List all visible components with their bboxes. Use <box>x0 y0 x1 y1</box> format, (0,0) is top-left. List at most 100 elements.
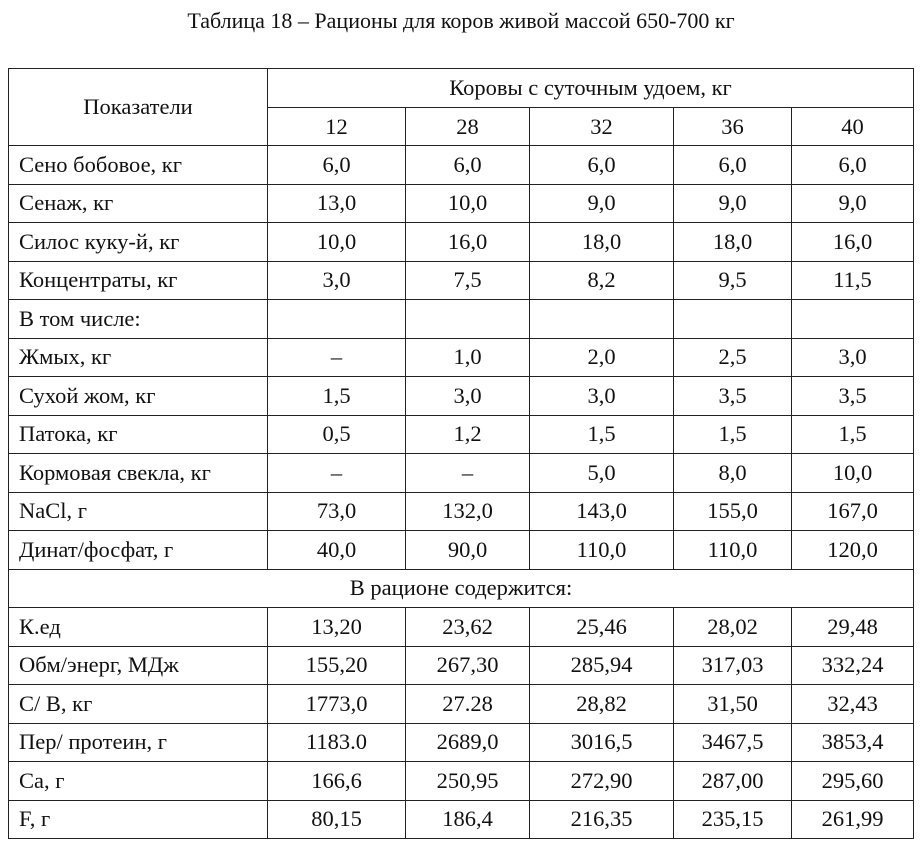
section-row: В рационе содержится: <box>7 568 915 608</box>
value-cell: 7,5 <box>405 260 530 300</box>
value-cell: 3,5 <box>790 376 915 416</box>
row-label: Патока, кг <box>8 414 268 454</box>
value-cell: 332,24 <box>790 645 915 685</box>
value-cell: 2,0 <box>529 337 674 377</box>
yield-header: 12 <box>267 107 406 146</box>
value-cell: 155,20 <box>267 645 406 685</box>
table-row: Сенаж, кг 13,0 10,0 9,0 9,0 9,0 <box>8 183 915 223</box>
row-label: Обм/энерг, МДж <box>8 645 268 685</box>
table-row: Обм/энерг, МДж 155,20 267,30 285,94 317,03 33… <box>8 645 915 685</box>
table-row: Патока, кг 0,5 1,2 1,5 1,5 1,5 <box>8 414 915 454</box>
value-cell: 3,0 <box>267 260 406 300</box>
value-cell: 23,62 <box>405 607 530 647</box>
value-cell: 80,15 <box>267 799 406 839</box>
value-cell: 216,35 <box>529 799 674 839</box>
table-row: Кормовая свекла, кг – –5,0 8,0 10,0 <box>8 453 915 493</box>
value-cell: 3,0 <box>790 337 915 377</box>
value-cell: – <box>267 337 406 377</box>
value-cell: 3,0 <box>405 376 530 416</box>
value-cell: 6,0 <box>405 145 530 185</box>
value-cell: 10,0 <box>267 222 406 262</box>
row-label: NaCl, г <box>8 491 268 531</box>
value-cell: 18,0 <box>673 222 792 262</box>
table-caption: Таблица 18 – Рационы для коров живой мас… <box>187 8 735 33</box>
value-cell: 28,82 <box>529 684 674 724</box>
value-cell: 186,4 <box>405 799 530 839</box>
value-cell: 3,0 <box>529 376 674 416</box>
table-row: Динат/фосфат, г 40,0 90,0 110,0 110,0 120,0 <box>8 530 915 570</box>
value-cell <box>790 299 915 339</box>
row-label: Силос куку-й, кг <box>8 222 268 262</box>
value-cell: 6,0 <box>529 145 674 185</box>
value-cell: 18,0 <box>529 222 674 262</box>
row-label: В том числе: <box>8 299 268 339</box>
value-cell: 267,30 <box>405 645 530 685</box>
value-cell: 40,0 <box>267 530 406 570</box>
table-row: В том числе: <box>8 299 915 339</box>
value-cell: 285,94 <box>529 645 674 685</box>
value-cell: – <box>405 453 530 493</box>
value-cell: 5,0 <box>529 453 674 493</box>
value-cell: 272,90 <box>529 761 674 801</box>
value-cell: 110,0 <box>673 530 792 570</box>
header-row-1: Показатели Коровы с суточным удоем, кг <box>8 68 915 146</box>
yield-header: 36 <box>673 107 792 146</box>
value-cell: 8,2 <box>529 260 674 300</box>
row-label: Сенаж, кг <box>8 183 268 223</box>
value-cell: 1,2 <box>405 414 530 454</box>
table-row: Сухой жом, кг 1,5 3,0 3,0 3,5 3,5 <box>8 376 915 416</box>
value-cell: – <box>267 453 406 493</box>
content-rows: К.ед 13,20 23,62 25,46 28,02 29,48 Обм/энерг, … <box>8 607 915 839</box>
value-cell: 1183.0 <box>267 722 406 762</box>
value-cell <box>405 299 530 339</box>
value-cell: 1,5 <box>529 414 674 454</box>
row-label: С/ В, кг <box>8 684 268 724</box>
value-cell: 6,0 <box>267 145 406 185</box>
row-label: Кормовая свекла, кг <box>8 453 268 493</box>
header-row-2: 12 28 32 36 40 <box>9 107 915 146</box>
value-cell <box>529 299 674 339</box>
table-row: Са, г 166,6 250,95 272,90 287,00 295,60 <box>8 761 915 801</box>
value-cell: 9,0 <box>673 183 792 223</box>
value-cell: 110,0 <box>529 530 674 570</box>
row-label: Концентраты, кг <box>8 260 268 300</box>
table-row: Жмых, кг –1,0 2,0 2,5 3,0 <box>8 337 915 377</box>
value-cell: 90,0 <box>405 530 530 570</box>
value-cell: 155,0 <box>673 491 792 531</box>
yield-group-header: Коровы с суточным удоем, кг <box>266 68 915 108</box>
value-cell: 11,5 <box>790 260 915 300</box>
feed-rows: Сено бобовое, кг 6,0 6,0 6,0 6,0 6,0 Сенаж, кг… <box>8 145 915 570</box>
table-row: Пер/ протеин, г 1183.0 2689,0 3016,5 3467,5 3… <box>8 722 915 762</box>
row-label: Сено бобовое, кг <box>8 145 268 185</box>
value-cell: 16,0 <box>790 222 915 262</box>
yield-header: 40 <box>790 107 915 146</box>
value-cell: 120,0 <box>790 530 915 570</box>
value-cell: 1,5 <box>267 376 406 416</box>
value-cell: 3,5 <box>673 376 792 416</box>
yield-header: 32 <box>529 107 674 146</box>
value-cell: 31,50 <box>673 684 792 724</box>
table-row: F, г 80,15 186,4 216,35 235,15 261,99 <box>8 799 915 839</box>
table-row: К.ед 13,20 23,62 25,46 28,02 29,48 <box>8 607 915 647</box>
value-cell: 29,48 <box>790 607 915 647</box>
value-cell: 1773,0 <box>267 684 406 724</box>
table-row: Сено бобовое, кг 6,0 6,0 6,0 6,0 6,0 <box>8 145 915 185</box>
value-cell: 10,0 <box>405 183 530 223</box>
value-cell: 13,20 <box>267 607 406 647</box>
value-cell: 250,95 <box>405 761 530 801</box>
value-cell: 16,0 <box>405 222 530 262</box>
value-cell: 132,0 <box>405 491 530 531</box>
value-cell: 2689,0 <box>405 722 530 762</box>
value-cell: 28,02 <box>673 607 792 647</box>
value-cell: 2,5 <box>673 337 792 377</box>
value-cell: 27.28 <box>405 684 530 724</box>
value-cell: 32,43 <box>790 684 915 724</box>
row-label: Сухой жом, кг <box>8 376 268 416</box>
value-cell: 261,99 <box>790 799 915 839</box>
value-cell: 1,5 <box>673 414 792 454</box>
value-cell: 6,0 <box>790 145 915 185</box>
value-cell: 6,0 <box>673 145 792 185</box>
value-cell: 143,0 <box>529 491 674 531</box>
table-row: NaCl, г 73,0 132,0 143,0 155,0 167,0 <box>8 491 915 531</box>
value-cell <box>673 299 792 339</box>
